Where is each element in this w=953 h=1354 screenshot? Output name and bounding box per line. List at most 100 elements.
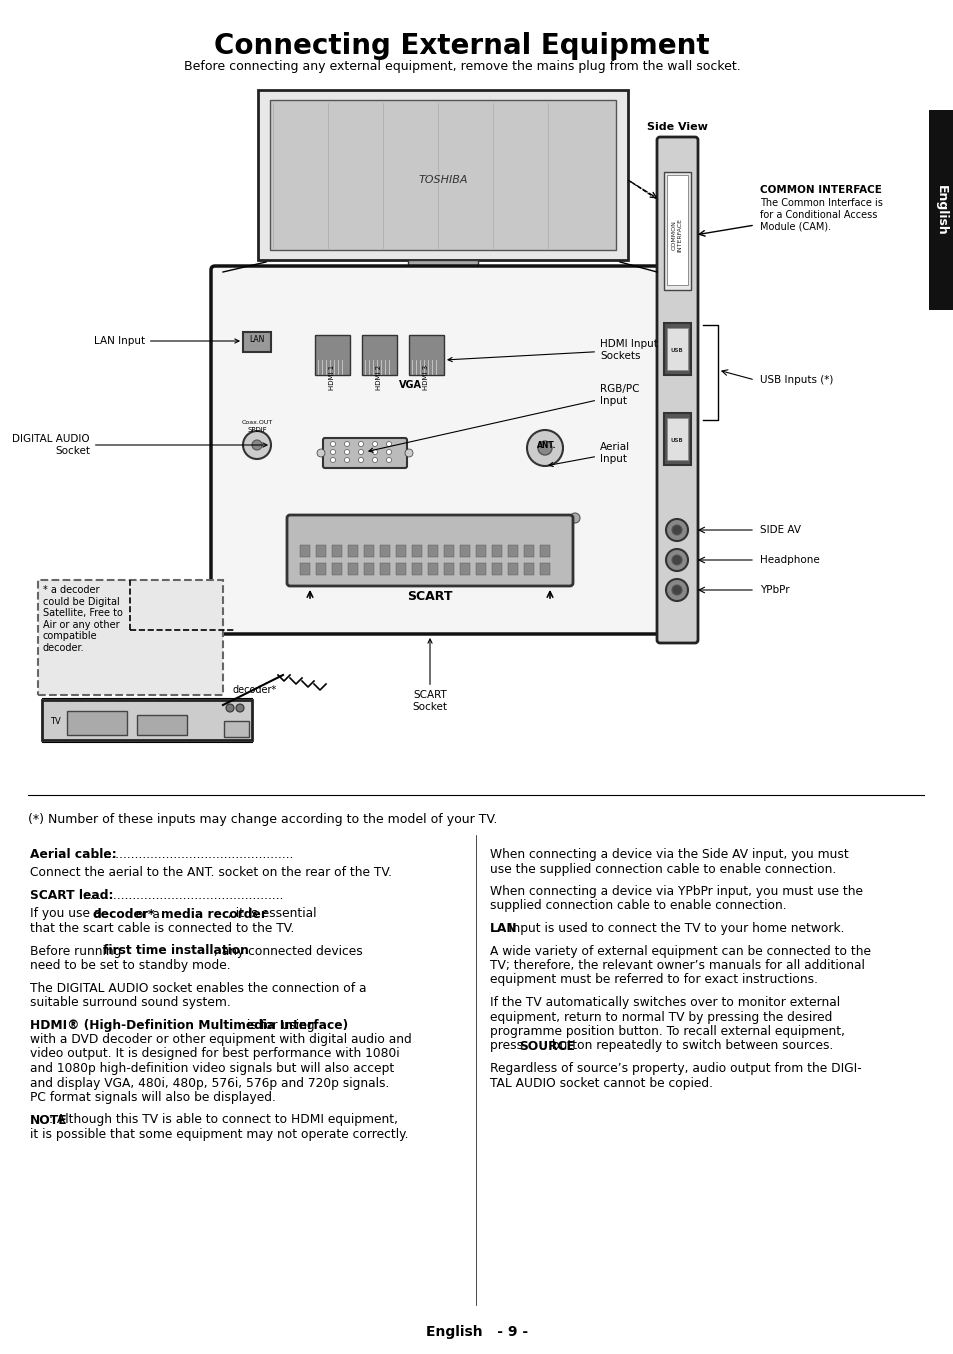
Text: When connecting a device via the Side AV input, you must: When connecting a device via the Side AV…	[490, 848, 848, 861]
Bar	[523, 563, 534, 575]
Text: The DIGITAL AUDIO socket enables the connection of a: The DIGITAL AUDIO socket enables the con…	[30, 982, 366, 994]
Circle shape	[330, 441, 335, 447]
Text: Regardless of source’s property, audio output from the DIGI-: Regardless of source’s property, audio o…	[490, 1062, 861, 1075]
Bar	[443, 546, 454, 556]
Text: VGA: VGA	[398, 380, 421, 390]
Bar	[379, 563, 390, 575]
Circle shape	[671, 555, 681, 565]
Text: SCART lead:: SCART lead:	[30, 890, 113, 902]
Text: decoder*: decoder*	[92, 907, 155, 921]
Text: press: press	[490, 1040, 526, 1052]
Circle shape	[243, 431, 271, 459]
Bar	[38, 580, 223, 695]
Text: Aerial cable:: Aerial cable:	[30, 848, 116, 861]
Bar	[666, 418, 687, 460]
Circle shape	[358, 450, 363, 455]
Text: and 1080p high-definition video signals but will also accept: and 1080p high-definition video signals …	[30, 1062, 394, 1075]
Bar	[928, 110, 953, 310]
Bar	[379, 546, 390, 556]
Bar	[137, 715, 187, 735]
Text: SCART
Socket: SCART Socket	[412, 639, 447, 712]
Text: and display VGA, 480i, 480p, 576i, 576p and 720p signals.: and display VGA, 480i, 480p, 576i, 576p …	[30, 1076, 389, 1090]
Text: PC format signals will also be displayed.: PC format signals will also be displayed…	[30, 1091, 275, 1104]
Text: LAN Input: LAN Input	[93, 336, 239, 347]
Text: Coax.OUT: Coax.OUT	[241, 420, 273, 425]
Bar	[476, 563, 485, 575]
Text: SOURCE: SOURCE	[518, 1040, 575, 1052]
Text: Before connecting any external equipment, remove the mains plug from the wall so: Before connecting any external equipment…	[183, 60, 740, 73]
Text: HDMI 1: HDMI 1	[329, 364, 335, 390]
Text: HDMI 3: HDMI 3	[422, 364, 429, 390]
Circle shape	[537, 441, 552, 455]
Text: Input is used to connect the TV to your home network.: Input is used to connect the TV to your …	[504, 922, 843, 936]
Bar	[270, 100, 616, 250]
Text: SCART: SCART	[407, 590, 453, 604]
Bar	[67, 711, 127, 735]
Bar	[492, 546, 501, 556]
Text: suitable surround sound system.: suitable surround sound system.	[30, 997, 231, 1009]
Bar	[348, 546, 357, 556]
Text: HDMI 2: HDMI 2	[375, 364, 381, 390]
Bar	[348, 563, 357, 575]
Text: RGB/PC
Input: RGB/PC Input	[369, 385, 639, 452]
Text: is for using: is for using	[243, 1018, 314, 1032]
Circle shape	[344, 450, 349, 455]
Text: USB: USB	[670, 348, 682, 352]
Circle shape	[330, 458, 335, 463]
FancyBboxPatch shape	[287, 515, 573, 586]
Text: Connecting External Equipment: Connecting External Equipment	[214, 32, 709, 60]
Text: HDMI Input
Sockets: HDMI Input Sockets	[448, 340, 658, 362]
Bar	[459, 546, 470, 556]
Bar	[663, 324, 690, 375]
Bar	[412, 563, 421, 575]
Bar	[361, 334, 396, 375]
Text: first time installation: first time installation	[103, 945, 248, 957]
Circle shape	[358, 458, 363, 463]
Text: : Although this TV is able to connect to HDMI equipment,: : Although this TV is able to connect to…	[50, 1113, 398, 1127]
Circle shape	[569, 513, 579, 523]
Circle shape	[665, 519, 687, 542]
Text: When connecting a device via YPbPr input, you must use the: When connecting a device via YPbPr input…	[490, 886, 862, 898]
Text: use the supplied connection cable to enable connection.: use the supplied connection cable to ena…	[490, 862, 836, 876]
Bar	[428, 546, 437, 556]
Text: , any connected devices: , any connected devices	[213, 945, 362, 957]
Text: media recorder: media recorder	[160, 907, 267, 921]
Bar	[409, 334, 443, 375]
Bar	[666, 175, 687, 284]
Text: that the scart cable is connected to the TV.: that the scart cable is connected to the…	[30, 922, 294, 936]
Text: programme position button. To recall external equipment,: programme position button. To recall ext…	[490, 1025, 844, 1039]
Text: ....................................................: ........................................…	[83, 890, 284, 902]
Bar	[523, 546, 534, 556]
Circle shape	[252, 440, 262, 450]
Circle shape	[372, 441, 377, 447]
FancyBboxPatch shape	[657, 137, 698, 643]
Text: ....................................................: ........................................…	[92, 848, 294, 861]
Circle shape	[344, 441, 349, 447]
Text: The Common Interface is
for a Conditional Access
Module (CAM).: The Common Interface is for a Conditiona…	[760, 198, 882, 232]
Circle shape	[372, 450, 377, 455]
Text: , it is essential: , it is essential	[228, 907, 316, 921]
Bar	[492, 563, 501, 575]
Text: Before running: Before running	[30, 945, 125, 957]
Text: supplied connection cable to enable connection.: supplied connection cable to enable conn…	[490, 899, 786, 913]
Text: equipment, return to normal TV by pressing the desired: equipment, return to normal TV by pressi…	[490, 1010, 832, 1024]
Text: USB: USB	[670, 437, 682, 443]
Bar	[663, 413, 690, 464]
Circle shape	[665, 548, 687, 571]
Bar	[315, 563, 326, 575]
Text: Connect the aerial to the ANT. socket on the rear of the TV.: Connect the aerial to the ANT. socket on…	[30, 867, 392, 880]
Bar	[539, 546, 550, 556]
Text: decoder*: decoder*	[233, 685, 277, 695]
Text: Side View: Side View	[646, 122, 707, 131]
Circle shape	[316, 450, 325, 458]
Text: ANT.: ANT.	[537, 440, 557, 450]
Bar	[42, 700, 252, 741]
FancyBboxPatch shape	[323, 437, 407, 468]
Bar	[332, 546, 341, 556]
Text: COMMON INTERFACE: COMMON INTERFACE	[760, 185, 881, 195]
Bar	[257, 89, 627, 260]
Bar	[408, 260, 477, 268]
Text: TV; therefore, the relevant owner’s manuals for all additional: TV; therefore, the relevant owner’s manu…	[490, 959, 864, 972]
Circle shape	[665, 580, 687, 601]
Text: it is possible that some equipment may not operate correctly.: it is possible that some equipment may n…	[30, 1128, 408, 1141]
